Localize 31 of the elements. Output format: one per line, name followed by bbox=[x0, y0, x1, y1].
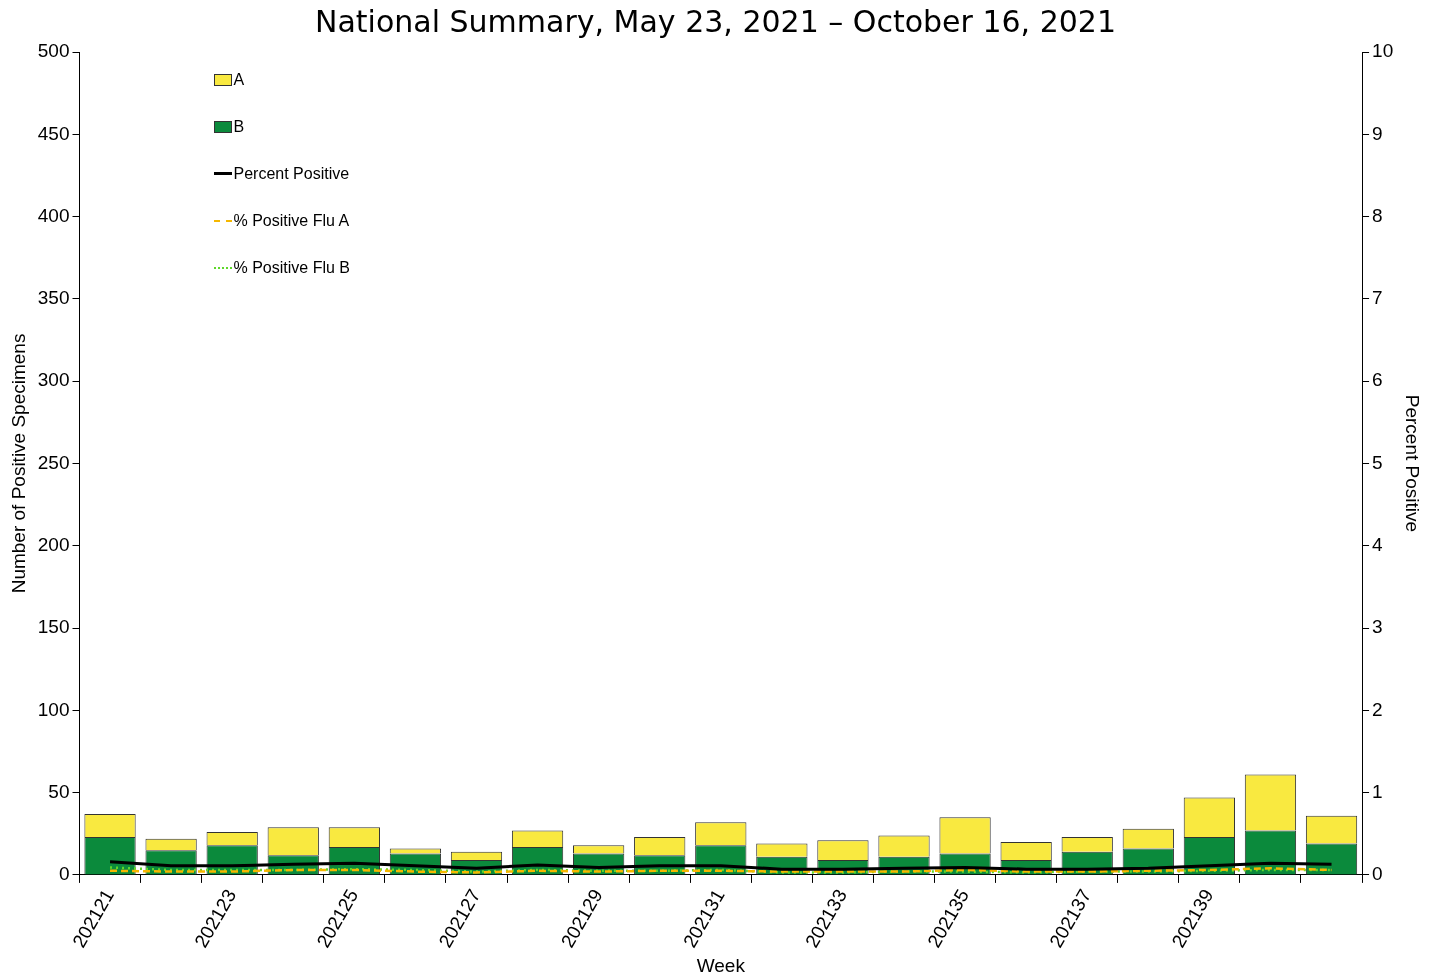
y2-tick-label: 7 bbox=[1372, 287, 1383, 309]
chart-title: National Summary, May 23, 2021 – October 16, 2021 bbox=[314, 4, 1117, 39]
y2-tick-label: 2 bbox=[1372, 698, 1383, 720]
y2-tick-label: 9 bbox=[1372, 122, 1383, 144]
y2-axis-title: Percent Positive bbox=[1402, 394, 1424, 533]
y-tick-label: 100 bbox=[37, 698, 70, 720]
y2-tick-label: 3 bbox=[1372, 616, 1383, 638]
y-tick-label: 500 bbox=[37, 40, 70, 62]
y-tick-label: 200 bbox=[37, 533, 70, 555]
y-tick-label: 450 bbox=[37, 122, 70, 144]
legend-label: % Positive Flu B bbox=[233, 258, 350, 277]
y-tick-label: 150 bbox=[37, 616, 70, 638]
y2-tick-label: 0 bbox=[1372, 863, 1383, 885]
y-tick-label: 50 bbox=[48, 780, 70, 802]
y-axis-title: Number of Positive Specimens bbox=[7, 333, 29, 594]
x-axis-title: Week bbox=[696, 954, 746, 976]
y-tick-label: 300 bbox=[37, 369, 70, 391]
y2-tick-label: 6 bbox=[1372, 369, 1383, 391]
legend-label: % Positive Flu A bbox=[233, 211, 350, 230]
y2-tick-label: 4 bbox=[1372, 533, 1384, 555]
legend-label: Percent Positive bbox=[233, 164, 350, 183]
y2-tick-label: 8 bbox=[1372, 204, 1383, 226]
legend-label: A bbox=[233, 70, 245, 89]
y-tick-label: 350 bbox=[37, 287, 70, 309]
legend-label: B bbox=[233, 117, 245, 136]
y-tick-label: 400 bbox=[37, 204, 70, 226]
y2-tick-label: 1 bbox=[1372, 780, 1383, 802]
y2-tick-label: 5 bbox=[1372, 451, 1383, 473]
y-tick-label: 250 bbox=[37, 451, 70, 473]
y-tick-label: 0 bbox=[58, 863, 70, 885]
y2-tick-label: 10 bbox=[1372, 40, 1394, 62]
